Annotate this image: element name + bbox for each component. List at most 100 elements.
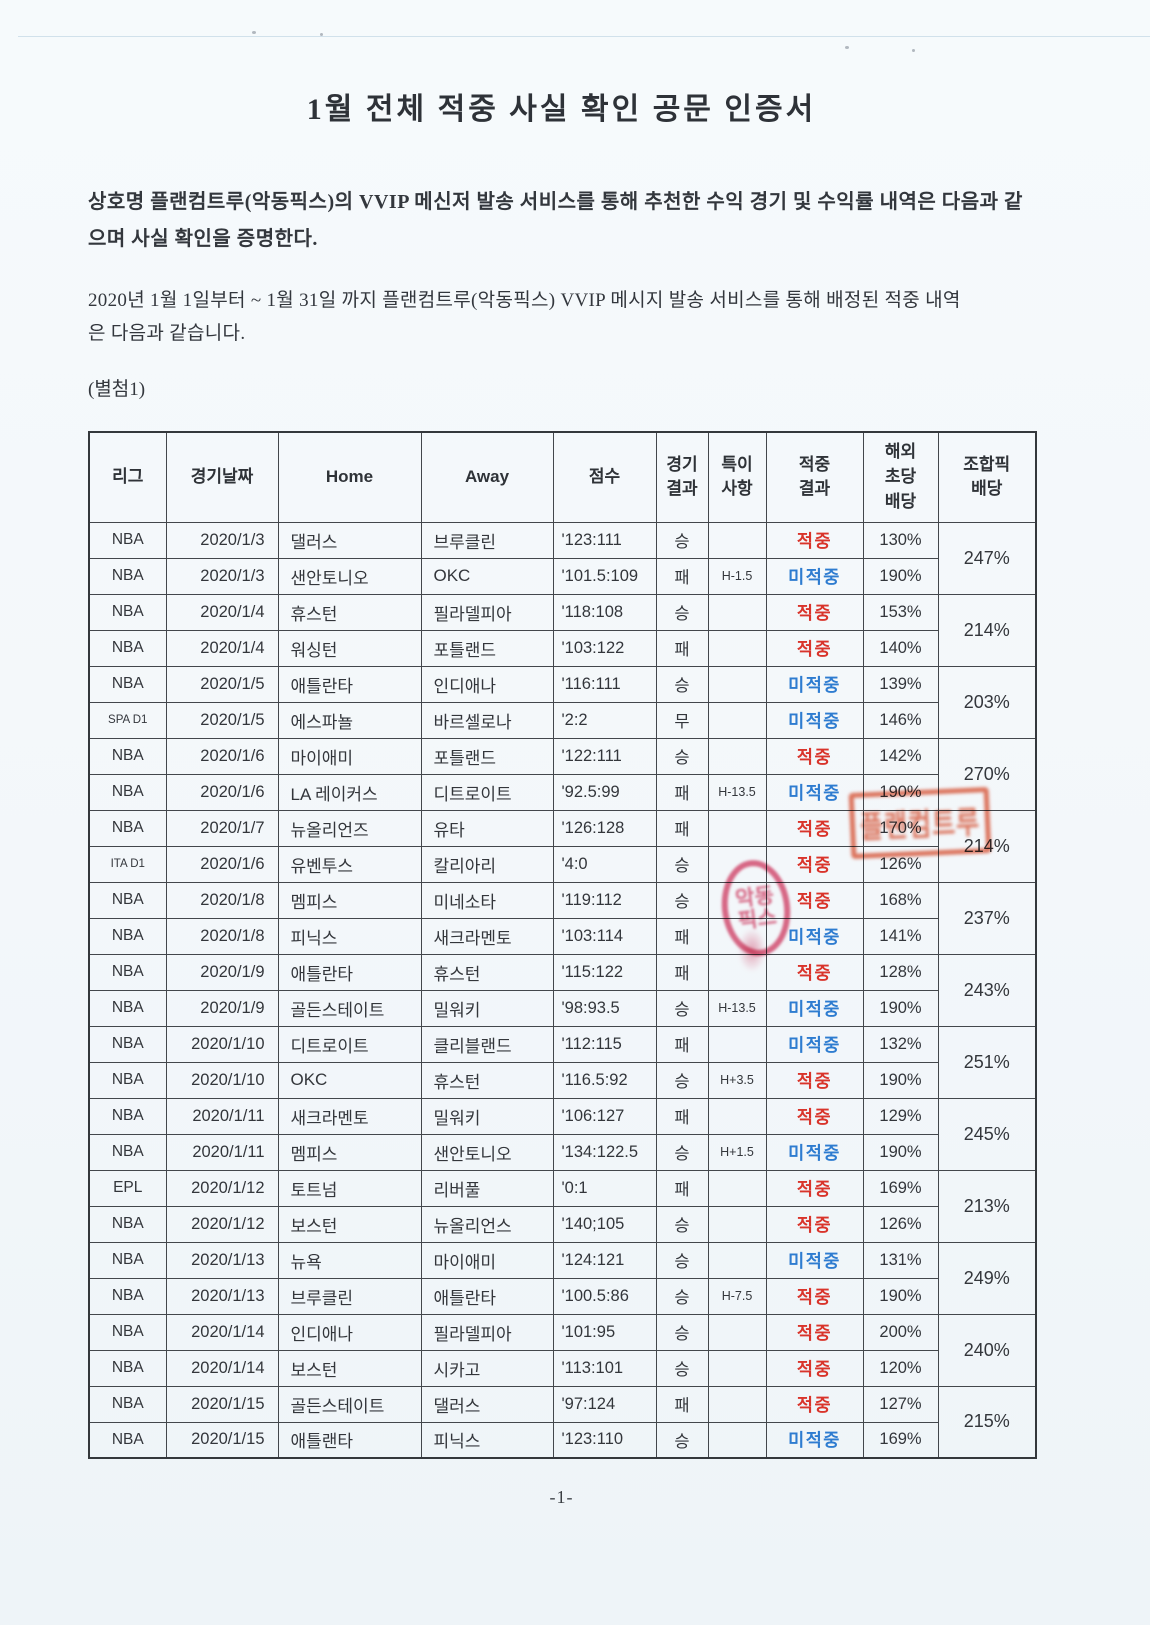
col-header-combo-odds: 조합픽 배당	[937, 431, 1037, 523]
cell-combo-odds: 249%	[937, 1241, 1037, 1315]
cell-combo-odds: 247%	[937, 521, 1037, 595]
cell-date: 2020/1/14	[165, 1349, 279, 1387]
cell-score: '119:112	[552, 881, 657, 919]
cell-note	[707, 629, 767, 667]
cell-hit-result: 미적중	[765, 989, 864, 1027]
cell-league: NBA	[88, 629, 167, 667]
cell-combo-odds: 245%	[937, 1097, 1037, 1171]
table-row: NBA 2020/1/8 멤피스 미네소타 '119:112 승 적중 168% 237%	[88, 881, 1037, 955]
table-row: NBA 2020/1/6 마이애미 포틀랜드 '122:111 승 적중 142% 270%	[88, 737, 1037, 811]
cell-away-team: 바르셀로나	[420, 701, 554, 739]
cell-result: 승	[655, 737, 709, 775]
cell-combo-odds: 215%	[937, 1385, 1037, 1459]
cell-note: H+3.5	[707, 1061, 767, 1099]
attachment-label: (별첨1)	[88, 379, 146, 400]
cell-date: 2020/1/12	[165, 1169, 279, 1207]
cell-result: 패	[655, 1025, 709, 1063]
cell-intl-odds: 190%	[862, 1133, 939, 1171]
cell-intl-odds: 141%	[862, 917, 939, 955]
cell-score: '101:95	[552, 1313, 657, 1351]
cell-intl-odds: 132%	[862, 1025, 939, 1063]
table-row: NBA 2020/1/8 피닉스 새크라멘토 '103:114 패 미적중 141%	[88, 917, 1036, 955]
cell-league: NBA	[88, 1133, 167, 1171]
cell-note	[707, 1313, 767, 1351]
cell-league: NBA	[88, 1097, 167, 1135]
cell-date: 2020/1/4	[165, 593, 279, 631]
cell-result: 패	[655, 1097, 709, 1135]
cell-away-team: 미네소타	[420, 881, 554, 919]
cell-away-team: 디트로이트	[420, 773, 554, 811]
cell-date: 2020/1/15	[165, 1385, 279, 1423]
cell-intl-odds: 190%	[862, 773, 939, 811]
cell-home-team: 뉴욕	[277, 1241, 422, 1279]
cell-date: 2020/1/13	[165, 1277, 279, 1315]
cell-home-team: 에스파뇰	[277, 701, 422, 739]
cell-intl-odds: 190%	[862, 557, 939, 595]
cell-away-team: 포틀랜드	[420, 737, 554, 775]
cell-combo-odds: 214%	[937, 593, 1037, 667]
table-row: EPL 2020/1/12 토트넘 리버풀 '0:1 패 적중 169% 213%	[88, 1169, 1037, 1243]
col-header-date: 경기날짜	[165, 431, 279, 523]
cell-date: 2020/1/15	[165, 1421, 279, 1459]
cell-away-team: 샌안토니오	[420, 1133, 554, 1171]
cell-league: NBA	[88, 1241, 167, 1279]
col-header-home: Home	[277, 431, 422, 523]
cell-note: H-1.5	[707, 557, 767, 595]
cell-result: 승	[655, 881, 709, 919]
cell-intl-odds: 128%	[862, 953, 939, 991]
cell-combo-odds: 237%	[937, 881, 1037, 955]
cell-home-team: 보스턴	[277, 1205, 422, 1243]
cell-hit-result: 미적중	[765, 701, 864, 739]
cell-home-team: 댈러스	[277, 521, 422, 559]
cell-note	[707, 809, 767, 847]
cell-combo-odds: 203%	[937, 665, 1037, 739]
cell-date: 2020/1/6	[165, 845, 279, 883]
cell-date: 2020/1/7	[165, 809, 279, 847]
cell-result: 승	[655, 1205, 709, 1243]
cell-combo-odds: 270%	[937, 737, 1037, 811]
cell-score: '122:111	[552, 737, 657, 775]
cell-combo-odds: 214%	[937, 809, 1037, 883]
cell-home-team: 유벤투스	[277, 845, 422, 883]
cell-league: ITA D1	[88, 845, 167, 883]
results-table-header: 리그 경기날짜 Home Away 점수 경기 결과 특이 사항 적중 결과 해…	[88, 431, 1037, 523]
table-row: NBA 2020/1/6 LA 레이커스 디트로이트 '92.5:99 패 H-13.5 미적…	[88, 773, 1036, 811]
cell-score: '123:110	[552, 1421, 657, 1459]
cell-note	[707, 1349, 767, 1387]
cell-league: NBA	[88, 1025, 167, 1063]
cell-intl-odds: 190%	[862, 1277, 939, 1315]
cell-result: 승	[655, 521, 709, 559]
cell-hit-result: 적중	[765, 1169, 864, 1207]
cell-league: NBA	[88, 737, 167, 775]
cell-hit-result: 적중	[765, 1061, 864, 1099]
cell-intl-odds: 146%	[862, 701, 939, 739]
cell-intl-odds: 140%	[862, 629, 939, 667]
cell-hit-result: 미적중	[765, 1421, 864, 1459]
cell-score: '118:108	[552, 593, 657, 631]
seal-ink-smudge	[738, 928, 766, 972]
cell-away-team: 시카고	[420, 1349, 554, 1387]
cell-intl-odds: 120%	[862, 1349, 939, 1387]
cell-result: 승	[655, 1421, 709, 1459]
cell-league: NBA	[88, 1421, 167, 1459]
col-header-league: 리그	[88, 431, 167, 523]
cell-away-team: 새크라멘토	[420, 917, 554, 955]
cell-away-team: 뉴올리언스	[420, 1205, 554, 1243]
cell-hit-result: 미적중	[765, 665, 864, 703]
cell-league: NBA	[88, 1349, 167, 1387]
cell-score: '4:0	[552, 845, 657, 883]
cell-away-team: 인디애나	[420, 665, 554, 703]
cell-league: NBA	[88, 953, 167, 991]
page-number: -1-	[549, 1487, 574, 1507]
cell-note: H-13.5	[707, 989, 767, 1027]
cell-score: '113:101	[552, 1349, 657, 1387]
cell-result: 패	[655, 953, 709, 991]
cell-home-team: 새크라멘토	[277, 1097, 422, 1135]
cell-league: NBA	[88, 1277, 167, 1315]
cell-date: 2020/1/3	[165, 557, 279, 595]
cell-home-team: LA 레이커스	[277, 773, 422, 811]
cell-score: '123:111	[552, 521, 657, 559]
cell-date: 2020/1/6	[165, 737, 279, 775]
cell-home-team: 토트넘	[277, 1169, 422, 1207]
